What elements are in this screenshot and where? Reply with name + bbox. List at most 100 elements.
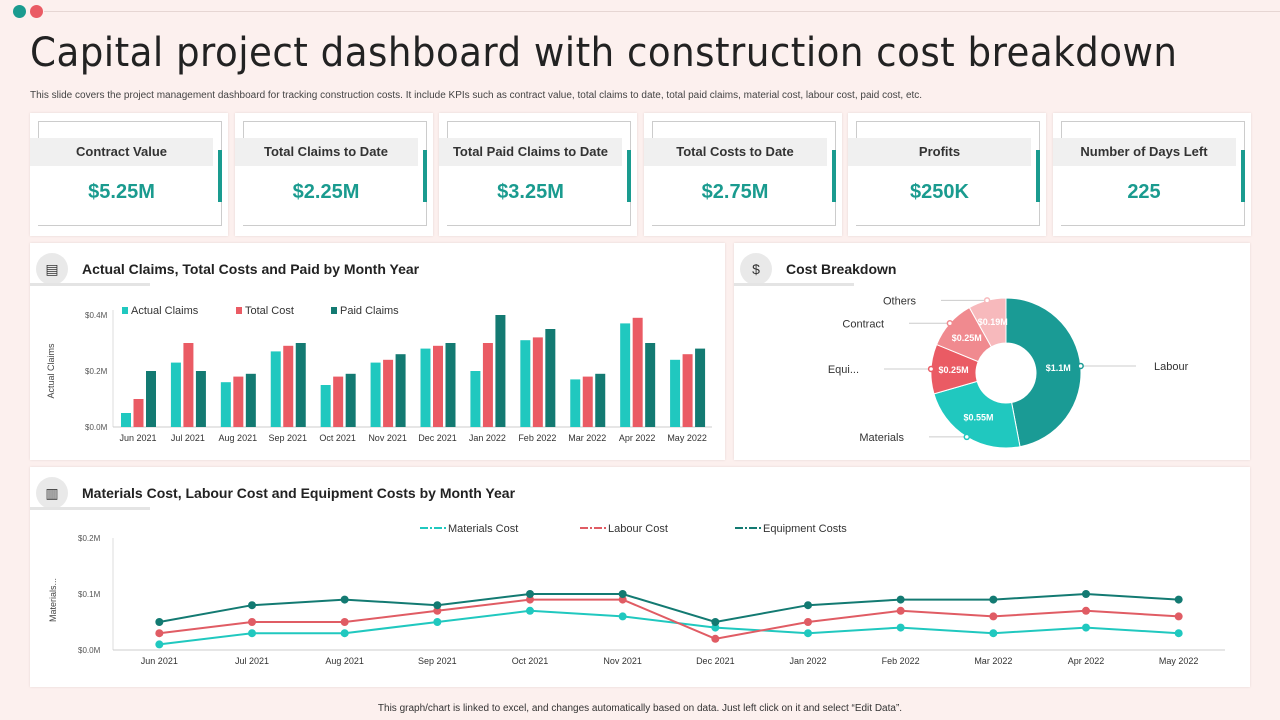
decor-dot-red [30, 5, 43, 18]
y-axis-label: Materials... [48, 578, 58, 622]
accent-bar [831, 150, 836, 202]
x-tick-label: Jul 2021 [171, 433, 205, 443]
data-point [896, 623, 905, 632]
card-frame [38, 121, 222, 226]
kpi-label: Total Paid Claims to Date [439, 138, 622, 166]
x-tick-label: Apr 2022 [619, 433, 656, 443]
x-tick-label: Nov 2021 [603, 656, 642, 666]
bar [632, 317, 643, 427]
data-point [526, 595, 534, 604]
x-tick-label: Dec 2021 [418, 433, 457, 443]
bar [195, 371, 206, 427]
legend-swatch [122, 307, 128, 314]
bar [183, 343, 194, 427]
report-icon: ▤ [36, 253, 68, 285]
legend-label: Paid Claims [340, 305, 399, 317]
x-tick-label: Aug 2021 [325, 656, 364, 666]
slice-value-label: $0.19M [978, 317, 1008, 327]
bar [482, 343, 493, 427]
bar [295, 343, 306, 427]
bar [133, 399, 144, 427]
data-point [340, 629, 349, 638]
x-tick-label: Apr 2022 [1068, 656, 1105, 666]
donut-chart-panel[interactable]: $ Cost Breakdown $1.1M Labour $0.55M Materi… [734, 243, 1250, 460]
donut-slice [968, 297, 1007, 348]
bar [645, 343, 656, 427]
kpi-card: Contract Value $5.25M [30, 113, 228, 236]
data-point [896, 595, 905, 604]
y-tick-label: $0.2M [78, 534, 101, 543]
data-point [711, 618, 720, 626]
data-point [433, 601, 442, 610]
donut-chart-title: Cost Breakdown [786, 261, 897, 277]
data-point [155, 640, 164, 649]
kpi-card: Total Costs to Date $2.75M [643, 113, 842, 236]
data-point [618, 612, 627, 621]
series-line [159, 592, 1179, 624]
x-tick-label: Sep 2021 [418, 656, 457, 666]
slice-name-label: Labour [1154, 361, 1189, 373]
kpi-value: $5.25M [88, 181, 155, 203]
kpi-card: Profits $250K [848, 113, 1046, 236]
bar [146, 371, 156, 427]
card-frame [856, 121, 1040, 226]
legend-label: Equipment Costs [763, 523, 847, 535]
page-title: Capital project dashboard with construct… [30, 30, 1178, 76]
x-tick-label: Jan 2022 [789, 656, 826, 666]
kpi-value: 225 [1127, 181, 1161, 203]
bar [245, 373, 256, 427]
kpi-label: Total Claims to Date [234, 138, 418, 166]
data-point [989, 595, 998, 604]
legend-swatch [236, 307, 242, 314]
x-tick-label: May 2022 [1159, 656, 1199, 666]
data-point [526, 590, 534, 598]
x-tick-label: Jul 2021 [235, 656, 269, 666]
leader-dot [983, 297, 991, 304]
bar [121, 413, 131, 427]
x-tick-label: Oct 2021 [512, 656, 549, 666]
slice-value-label: $0.55M [964, 413, 994, 423]
data-point [804, 629, 812, 638]
data-point [804, 601, 812, 610]
line-chart-title: Materials Cost, Labour Cost and Equipmen… [82, 485, 516, 501]
slice-value-label: $0.25M [952, 333, 982, 343]
bar [420, 348, 431, 427]
data-point [711, 623, 720, 632]
bar [620, 323, 631, 427]
kpi-card: Total Paid Claims to Date $3.25M [439, 113, 637, 236]
bar [595, 373, 606, 427]
line-chart-panel[interactable]: ▥ Materials Cost, Labour Cost and Equipm… [30, 467, 1250, 687]
bar [283, 345, 294, 427]
leader-dot [946, 320, 954, 327]
kpi-value: $2.75M [701, 181, 769, 203]
y-tick-label: $0.4M [85, 311, 108, 320]
series-line [159, 609, 1179, 646]
bar [495, 315, 506, 427]
money-bag-icon: $ [740, 253, 772, 285]
x-tick-label: Oct 2021 [319, 433, 356, 443]
kpi-label: Contract Value [30, 138, 213, 166]
bar [545, 329, 556, 427]
divider [30, 283, 150, 286]
footer-note: This graph/chart is linked to excel, and… [377, 703, 903, 714]
bar [520, 340, 531, 427]
kpi-value: $2.25M [292, 181, 360, 203]
x-tick-label: Nov 2021 [368, 433, 407, 443]
data-point [340, 618, 349, 626]
bar [682, 354, 693, 427]
data-point [989, 629, 998, 638]
bar [370, 362, 381, 427]
x-tick-label: Jun 2021 [141, 656, 178, 666]
decor-dot-teal [13, 5, 26, 18]
data-point [1174, 629, 1183, 638]
slice-value-label: $1.1M [1046, 363, 1071, 373]
divider [734, 283, 854, 286]
data-point [155, 629, 164, 638]
x-tick-label: Jan 2022 [469, 433, 506, 443]
card-frame [242, 121, 427, 226]
bar [233, 376, 244, 427]
bar-chart-panel[interactable]: ▤ Actual Claims, Total Costs and Paid by… [30, 243, 725, 460]
bar [433, 345, 443, 427]
bar [395, 354, 406, 427]
data-point [804, 618, 812, 626]
